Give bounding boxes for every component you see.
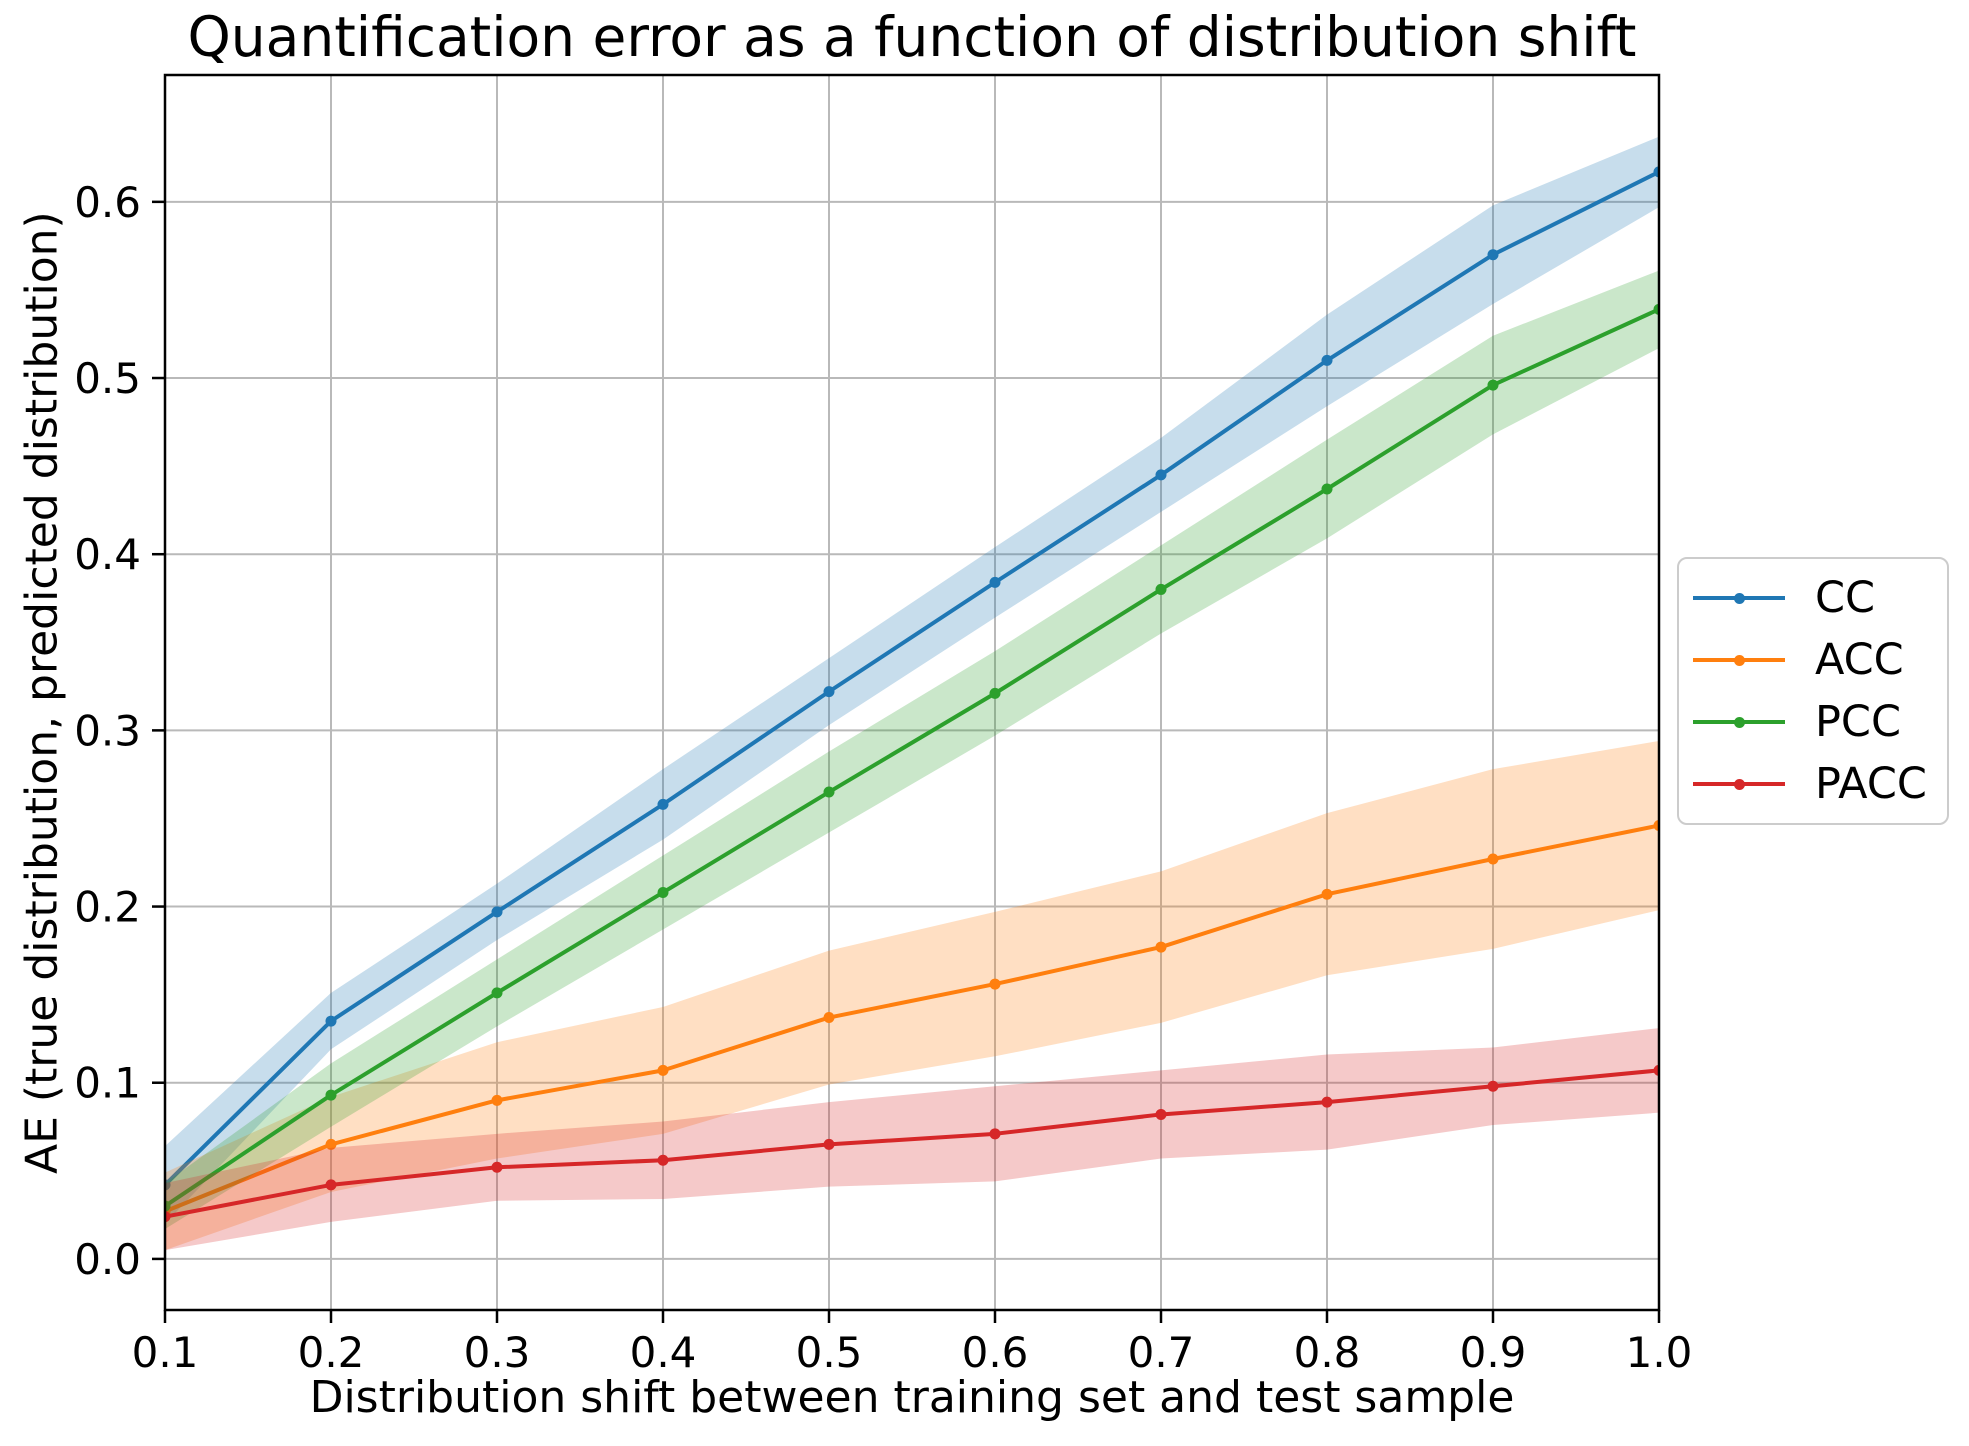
svg-text:0.3: 0.3 — [74, 706, 141, 755]
tick-labels: 0.1 0.2 0.3 0.4 0.5 0.6 0.7 0.8 0.9 1.0 0.0 0.1 0.2 0… — [74, 178, 1692, 1377]
svg-text:0.5: 0.5 — [796, 1328, 863, 1377]
legend-swatch-acc-line-icon — [1693, 654, 1785, 666]
svg-text:0.2: 0.2 — [74, 883, 141, 932]
legend-item-pacc: PACC — [1679, 754, 1947, 814]
legend-swatch-pacc-line-icon — [1693, 778, 1785, 790]
legend-item-acc: ACC — [1679, 630, 1947, 690]
svg-text:0.4: 0.4 — [74, 530, 141, 579]
legend-label-cc: CC — [1815, 572, 1876, 623]
legend-swatch-pcc-line-icon — [1693, 716, 1785, 728]
axes-frame — [163, 73, 1661, 1312]
legend-swatch-cc-line-icon — [1693, 592, 1785, 604]
svg-text:0.6: 0.6 — [74, 178, 141, 227]
legend-label-pcc: PCC — [1815, 696, 1901, 747]
svg-text:0.0: 0.0 — [74, 1235, 141, 1284]
chart-title: Quantification error as a function of di… — [187, 5, 1637, 69]
legend: CC ACC PCC PACC — [1677, 557, 1949, 825]
svg-text:0.7: 0.7 — [1128, 1328, 1195, 1377]
svg-text:0.1: 0.1 — [74, 1059, 141, 1108]
svg-text:0.8: 0.8 — [1294, 1328, 1361, 1377]
svg-text:0.9: 0.9 — [1460, 1328, 1527, 1377]
series-layer — [165, 136, 1659, 1251]
svg-text:0.6: 0.6 — [962, 1328, 1029, 1377]
svg-text:0.1: 0.1 — [132, 1328, 199, 1377]
svg-text:0.5: 0.5 — [74, 354, 141, 403]
svg-text:0.2: 0.2 — [298, 1328, 365, 1377]
x-axis-label: Distribution shift between training set … — [309, 1372, 1515, 1423]
tick-marks — [152, 200, 1661, 1323]
svg-text:1.0: 1.0 — [1626, 1328, 1693, 1377]
legend-label-pacc: PACC — [1815, 758, 1927, 809]
legend-item-pcc: PCC — [1679, 692, 1947, 752]
svg-text:0.4: 0.4 — [630, 1328, 697, 1377]
legend-label-acc: ACC — [1815, 634, 1904, 685]
svg-text:0.3: 0.3 — [464, 1328, 531, 1377]
legend-item-cc: CC — [1679, 568, 1947, 628]
y-axis-label: AE (true distribution, predicted distrib… — [16, 211, 68, 1174]
